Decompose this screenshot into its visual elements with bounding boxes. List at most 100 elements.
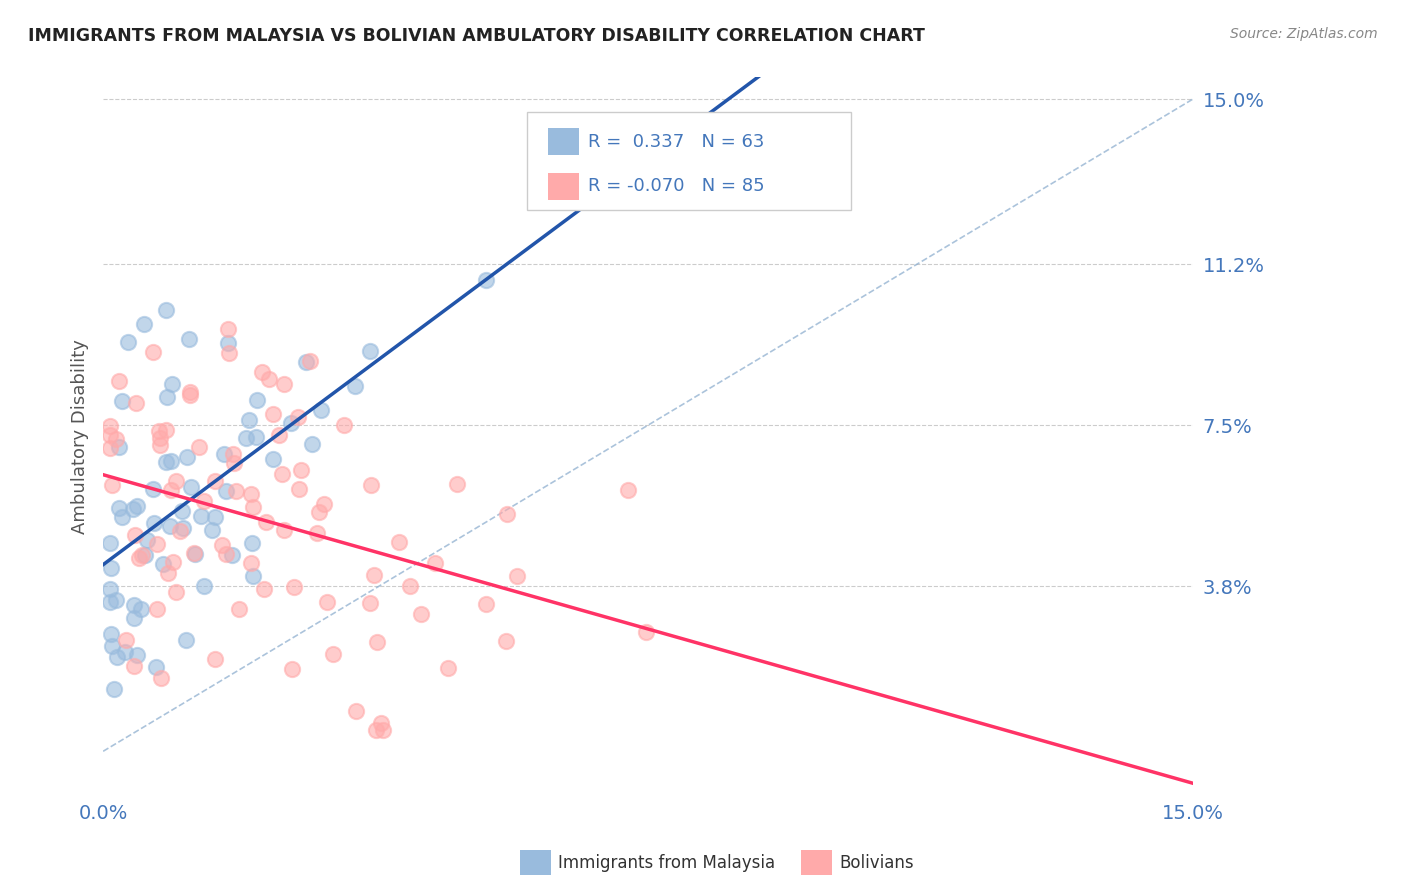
Point bbox=[343, 378, 366, 392]
Text: Source: ZipAtlas.com: Source: ZipAtlas.com bbox=[1230, 27, 1378, 41]
Point bbox=[217, 336, 239, 351]
Point bbox=[179, 388, 201, 402]
Point bbox=[159, 483, 181, 497]
Point bbox=[204, 474, 226, 488]
Point bbox=[254, 516, 277, 530]
Point bbox=[495, 507, 517, 521]
Point bbox=[160, 454, 183, 468]
Point bbox=[193, 579, 215, 593]
Point bbox=[240, 556, 263, 570]
Point bbox=[211, 538, 233, 552]
Point bbox=[246, 392, 269, 407]
Text: Immigrants from Malaysia: Immigrants from Malaysia bbox=[558, 854, 775, 871]
Point bbox=[111, 510, 134, 524]
Point bbox=[156, 390, 179, 404]
Point bbox=[290, 463, 312, 477]
Point bbox=[114, 645, 136, 659]
Point bbox=[446, 477, 468, 491]
Point bbox=[100, 595, 122, 609]
Point bbox=[271, 467, 294, 482]
Point bbox=[183, 546, 205, 560]
Point bbox=[122, 501, 145, 516]
Point bbox=[155, 302, 177, 317]
Point bbox=[309, 403, 332, 417]
Point bbox=[315, 595, 337, 609]
Point bbox=[388, 535, 411, 549]
Point bbox=[105, 593, 128, 607]
Point bbox=[148, 424, 170, 438]
Point bbox=[149, 431, 172, 445]
Point bbox=[295, 355, 318, 369]
Point bbox=[100, 536, 122, 550]
Point bbox=[100, 627, 122, 641]
Point bbox=[425, 556, 447, 570]
Point bbox=[100, 442, 122, 456]
Text: IMMIGRANTS FROM MALAYSIA VS BOLIVIAN AMBULATORY DISABILITY CORRELATION CHART: IMMIGRANTS FROM MALAYSIA VS BOLIVIAN AMB… bbox=[28, 27, 925, 45]
Point bbox=[125, 500, 148, 514]
Point bbox=[222, 456, 245, 470]
Point bbox=[100, 427, 122, 442]
Point bbox=[108, 374, 131, 388]
Point bbox=[184, 547, 207, 561]
Point bbox=[366, 723, 388, 737]
Point bbox=[228, 602, 250, 616]
Point bbox=[495, 634, 517, 648]
Point bbox=[145, 659, 167, 673]
Point bbox=[174, 633, 197, 648]
Point bbox=[114, 633, 136, 648]
Point bbox=[222, 447, 245, 461]
Point bbox=[475, 273, 498, 287]
Point bbox=[262, 452, 284, 467]
Point bbox=[204, 509, 226, 524]
Point bbox=[108, 501, 131, 516]
Point bbox=[245, 430, 267, 444]
Point bbox=[257, 372, 280, 386]
Point bbox=[187, 440, 209, 454]
Point bbox=[312, 497, 335, 511]
Point bbox=[287, 482, 309, 496]
Point bbox=[149, 671, 172, 685]
Point bbox=[111, 394, 134, 409]
Point bbox=[225, 483, 247, 498]
Point bbox=[399, 579, 422, 593]
Point bbox=[100, 582, 122, 597]
Point bbox=[108, 440, 131, 454]
Point bbox=[204, 652, 226, 666]
Point bbox=[124, 528, 146, 542]
Point bbox=[235, 431, 257, 445]
Point bbox=[129, 601, 152, 615]
Point bbox=[128, 550, 150, 565]
Point bbox=[240, 487, 263, 501]
Point bbox=[267, 428, 290, 442]
Point bbox=[242, 500, 264, 514]
Point bbox=[366, 635, 388, 649]
Point bbox=[437, 661, 460, 675]
Point bbox=[180, 480, 202, 494]
Text: Bolivians: Bolivians bbox=[839, 854, 914, 871]
Point bbox=[127, 648, 149, 662]
Point bbox=[212, 447, 235, 461]
Point bbox=[100, 560, 122, 574]
Point bbox=[409, 607, 432, 621]
Point bbox=[305, 525, 328, 540]
Point bbox=[253, 582, 276, 596]
Point bbox=[308, 505, 330, 519]
Text: R =  0.337   N = 63: R = 0.337 N = 63 bbox=[588, 133, 763, 151]
Point bbox=[166, 474, 188, 488]
Point bbox=[132, 317, 155, 331]
Point bbox=[104, 432, 127, 446]
Point bbox=[177, 332, 200, 346]
Point bbox=[333, 418, 356, 433]
Point bbox=[240, 536, 263, 550]
Point bbox=[101, 478, 124, 492]
Point bbox=[125, 396, 148, 410]
Point bbox=[201, 523, 224, 537]
Point bbox=[344, 704, 367, 718]
Point bbox=[142, 482, 165, 496]
Point bbox=[100, 639, 122, 653]
Point bbox=[176, 450, 198, 464]
Point bbox=[373, 723, 395, 737]
Point bbox=[149, 438, 172, 452]
Point bbox=[107, 649, 129, 664]
Point bbox=[162, 555, 184, 569]
